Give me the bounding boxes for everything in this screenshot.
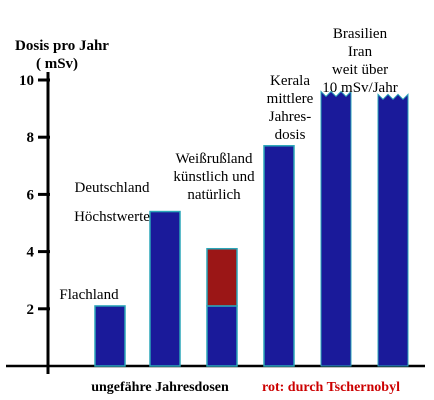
y-axis-title-line: ( mSv)	[36, 56, 78, 72]
category-label: künstlich und	[173, 169, 255, 185]
y-tick-label: 4	[27, 245, 35, 261]
category-label: mittlere	[267, 91, 314, 107]
category-label: Deutschland	[75, 180, 150, 196]
category-label: Brasilien	[333, 26, 388, 42]
category-label: Flachland	[59, 287, 119, 303]
bar-chernobyl	[206, 247, 238, 307]
category-label: Kerala	[270, 73, 310, 89]
bar-labels: Flachland Deutschland Höchstwerte Weißrußla…	[59, 26, 397, 303]
y-tick-label: 2	[27, 302, 35, 318]
category-label: Weißrußland	[175, 151, 253, 167]
y-tick-label: 6	[27, 187, 35, 203]
bar-natural	[377, 93, 409, 367]
category-label: Jahres-	[269, 109, 311, 125]
bar-natural	[320, 90, 352, 367]
x-axis-caption: ungefähre Jahresdosen	[91, 380, 229, 395]
footer-notes: ungefähre Jahresdosen rot: durch Tscherno…	[91, 380, 400, 395]
y-axis-title-line: Dosis pro Jahr	[15, 38, 109, 54]
y-tick-label: 8	[27, 130, 35, 146]
bar-natural	[149, 210, 181, 367]
chernobyl-note: rot: durch Tschernobyl	[262, 380, 400, 395]
y-axis-title: Dosis pro Jahr ( mSv)	[15, 38, 109, 72]
category-label: Höchstwerte	[74, 209, 150, 225]
bar-natural	[94, 305, 126, 367]
category-label: Iran	[348, 44, 373, 60]
category-label: weit über	[332, 62, 388, 78]
bars	[94, 90, 409, 367]
category-label: dosis	[275, 127, 306, 143]
bar-natural	[263, 145, 295, 367]
y-tick-label: 10	[19, 73, 34, 89]
bar-natural	[206, 305, 238, 367]
category-label: 10 mSv/Jahr	[322, 80, 397, 96]
category-label: natürlich	[187, 187, 241, 203]
y-axis-ticks: 2 4 6 8 10	[19, 73, 50, 318]
